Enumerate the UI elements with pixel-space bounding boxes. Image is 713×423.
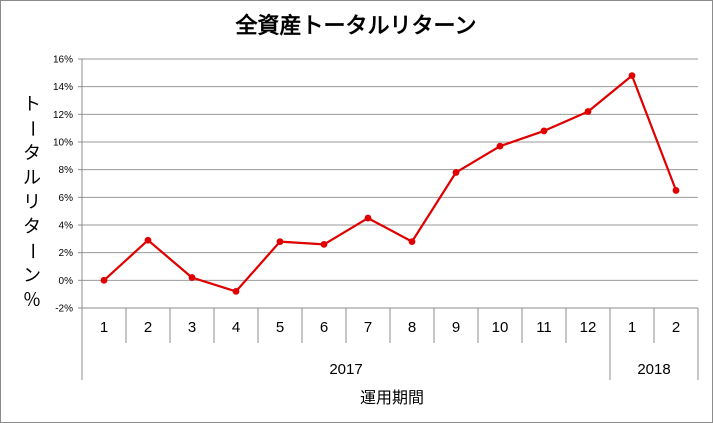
year-label: 2017 <box>329 361 362 378</box>
x-tick-label: 10 <box>492 319 509 336</box>
y-tick-label: -2% <box>55 304 73 315</box>
data-point <box>672 187 680 194</box>
data-point <box>364 214 372 222</box>
y-axis-label-char: ト <box>23 94 41 115</box>
y-tick-label: 4% <box>59 221 74 232</box>
y-axis-label-char: ン <box>23 266 41 287</box>
data-point <box>540 127 548 135</box>
x-tick-label: 4 <box>232 319 240 336</box>
data-point <box>452 169 460 176</box>
y-tick-label: 16% <box>53 55 73 66</box>
y-axis-label-char: リ <box>23 192 41 213</box>
year-label: 2018 <box>637 361 670 378</box>
y-axis-label-char: ル <box>23 168 41 189</box>
plot-series <box>100 72 680 295</box>
x-tick-label: 9 <box>452 319 460 336</box>
x-tick-label: 3 <box>188 319 196 336</box>
x-tick-label: 2 <box>672 319 680 336</box>
y-axis-label-char: ー <box>21 242 42 260</box>
y-tick-label: 10% <box>53 138 73 149</box>
data-point <box>188 274 196 281</box>
x-tick-label: 7 <box>364 319 372 336</box>
series-line <box>103 74 678 293</box>
x-tick-label: 1 <box>628 319 636 336</box>
x-tick-label: 11 <box>536 319 552 336</box>
y-tick-label: 12% <box>53 110 73 121</box>
y-axis-label: トータルリターン％ <box>21 94 42 311</box>
data-point <box>276 238 284 246</box>
y-tick-label: 8% <box>59 165 74 176</box>
data-point <box>496 142 504 150</box>
data-point <box>320 240 328 248</box>
x-tick-label: 6 <box>320 319 328 336</box>
x-tick-label: 5 <box>276 319 284 336</box>
y-axis-label-char: タ <box>23 143 41 164</box>
chart-title: 全資産トータルリターン <box>235 13 477 39</box>
data-point <box>628 72 636 79</box>
x-tick-label: 12 <box>580 319 597 336</box>
y-axis-label-char: タ <box>23 217 41 238</box>
x-tick-label: 1 <box>100 319 108 336</box>
data-point <box>232 288 240 295</box>
y-tick-label: 0% <box>59 276 74 287</box>
y-axis-ticks: -2% 0% 2% 4% 6% 8% 10% 12% 14% 16% <box>53 55 83 315</box>
data-point <box>144 236 152 244</box>
data-point <box>584 108 592 115</box>
x-axis-label: 運用期間 <box>360 388 424 407</box>
y-tick-label: 14% <box>53 82 73 93</box>
x-tick-label: 8 <box>408 319 416 336</box>
y-axis-label-char: ー <box>21 120 42 138</box>
data-point <box>408 238 416 246</box>
y-tick-label: 2% <box>59 248 74 259</box>
y-axis-label-char: ％ <box>23 290 41 311</box>
y-tick-label: 6% <box>59 193 74 204</box>
x-tick-label: 2 <box>144 319 152 336</box>
gridlines <box>82 58 698 281</box>
data-point <box>100 276 108 284</box>
